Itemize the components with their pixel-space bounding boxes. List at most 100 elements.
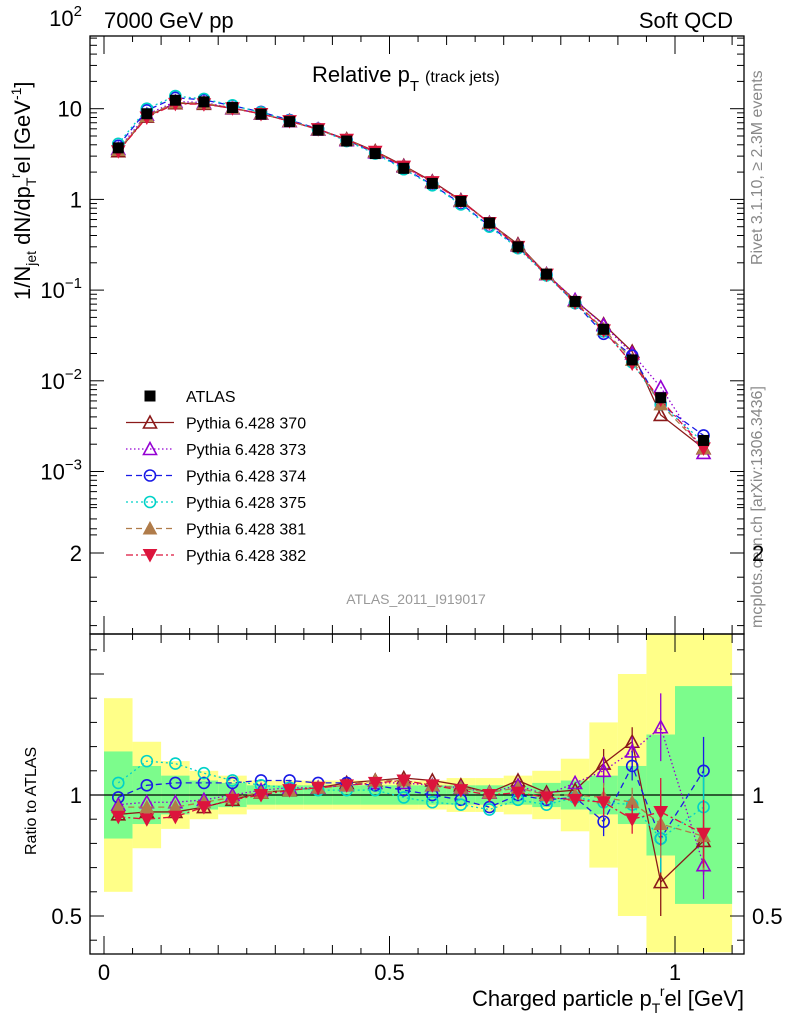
x-tick-label: 0.5: [374, 960, 405, 985]
point-data: [141, 108, 153, 120]
main-plot-frame: [89, 35, 745, 635]
ratio-plot-frame: [89, 633, 745, 955]
ratio-y-tick-label-right: 1: [752, 783, 764, 808]
mcplots-label: mcplots.cern.ch [arXiv:1306.3436]: [749, 386, 766, 628]
point-data: [541, 268, 553, 280]
ratio-point-p375: [169, 757, 182, 770]
ratio-point-p382: [424, 779, 440, 793]
legend-marker-p375: [143, 495, 157, 509]
plot-title-main: Relative p: [312, 62, 410, 87]
ratio-line-p375: [117, 760, 704, 840]
series-line-p374: [117, 97, 704, 436]
ratio-point-p382: [482, 789, 497, 803]
legend: ATLAS Pythia 6.428 370 Pythia 6.428 373 Pyt…: [126, 389, 306, 565]
series-line-p382: [117, 103, 705, 449]
ratio-point-p374: [197, 776, 211, 790]
plot-title-extra: (track jets): [425, 69, 500, 86]
ratio-point-p375: [454, 798, 468, 811]
ratio-point-p382: [168, 810, 183, 825]
ratio-point-p382: [624, 813, 640, 827]
ratio-y-ticks: 0.5 0.5 1 1 2 2: [51, 504, 783, 941]
ratio-point-p382: [653, 805, 669, 820]
ratio-series-layer: [110, 693, 712, 916]
legend-marker-data: [144, 390, 156, 402]
point-data: [598, 323, 610, 335]
ratio-point-p382: [453, 784, 469, 798]
ratio-point-p375: [483, 803, 496, 816]
main-y-tick-label: 10: [58, 97, 82, 122]
ratio-point-p375: [111, 776, 125, 790]
ratio-point-p375: [197, 766, 211, 780]
ratio-point-p375: [397, 791, 411, 804]
plot-title: Relative pT (track jets): [312, 62, 500, 95]
ratio-point-p382: [139, 813, 155, 827]
main-y-tick-label: 10−2: [40, 366, 82, 394]
legend-label-p374: Pythia 6.428 374: [186, 469, 306, 486]
ratio-point-p382: [596, 796, 611, 810]
ratio-line-p373: [118, 726, 705, 866]
ratio-point-p382: [567, 793, 583, 808]
legend-label-p373: Pythia 6.428 373: [186, 442, 306, 459]
header-category: Soft QCD: [639, 8, 733, 33]
y-axis-main-label: 1/Njet dN/dpTrel [GeV-1]: [7, 81, 39, 300]
legend-marker-p381: [142, 520, 158, 535]
ratio-point-p375: [426, 795, 439, 809]
legend-item-p382: Pythia 6.428 382: [126, 548, 306, 565]
x-ticks: 0 0.5 1: [98, 36, 733, 985]
point-data: [569, 295, 581, 307]
point-data: [369, 148, 381, 160]
point-data: [312, 124, 324, 136]
ratio-point-p373: [695, 857, 712, 872]
ratio-y-tick-label-right: 0.5: [752, 904, 783, 929]
point-data: [483, 217, 495, 229]
ratio-point-p382: [339, 779, 355, 793]
legend-label-data: ATLAS: [186, 389, 236, 406]
point-data: [255, 108, 267, 120]
ratio-line-p381: [118, 779, 704, 837]
main-y-ticks: 10−3 10−2 10−1 1 10 102: [40, 3, 744, 536]
point-data: [426, 177, 438, 189]
legend-marker-p370: [142, 414, 158, 429]
point-data: [341, 135, 353, 147]
ratio-point-p382: [510, 786, 526, 801]
legend-item-p374: Pythia 6.428 374: [126, 469, 306, 486]
point-data: [226, 102, 238, 114]
ratio-point-p375: [226, 774, 239, 787]
legend-item-data: ATLAS: [144, 389, 236, 406]
ratio-point-p373: [595, 762, 612, 778]
ratio-point-p382: [253, 789, 269, 803]
legend-label-p381: Pythia 6.428 381: [186, 522, 306, 539]
legend-item-p370: Pythia 6.428 370: [126, 414, 306, 433]
main-y-tick-label: 10−3: [40, 457, 82, 485]
point-data: [455, 195, 467, 207]
point-data: [284, 116, 296, 128]
point-data: [626, 354, 638, 366]
ratio-y-tick-label: 1: [70, 783, 82, 808]
ratio-point-p382: [367, 776, 383, 791]
point-data: [655, 392, 667, 404]
ratio-point-p374: [625, 759, 639, 773]
ratio-point-p382: [310, 781, 326, 796]
ratio-point-p373: [652, 719, 669, 734]
point-data: [112, 142, 124, 154]
analysis-tag: ATLAS_2011_I919017: [346, 591, 486, 607]
y-axis-ratio-label: Ratio to ATLAS: [23, 747, 40, 855]
ratio-point-p382: [196, 801, 212, 815]
ratio-y-tick-label-right: 2: [752, 541, 764, 566]
ratio-point-p382: [396, 774, 412, 789]
ratio-point-p382: [110, 810, 126, 825]
main-y-tick-label: 102: [49, 3, 82, 31]
legend-label-p382: Pythia 6.428 382: [186, 548, 306, 565]
ratio-point-p374: [140, 779, 154, 792]
main-y-tick-label: 10−1: [40, 275, 82, 303]
series-data: [112, 94, 710, 446]
rivet-label: Rivet 3.1.10, ≥ 2.3M events: [749, 70, 766, 265]
x-tick-label: 0: [98, 960, 110, 985]
main-series-layer: [110, 89, 712, 460]
ratio-point-p381: [139, 799, 155, 814]
ratio-y-tick-label: 2: [70, 541, 82, 566]
ratio-series-p382: [110, 774, 711, 868]
legend-label-p370: Pythia 6.428 370: [186, 416, 306, 433]
ratio-point-p370: [652, 873, 669, 889]
